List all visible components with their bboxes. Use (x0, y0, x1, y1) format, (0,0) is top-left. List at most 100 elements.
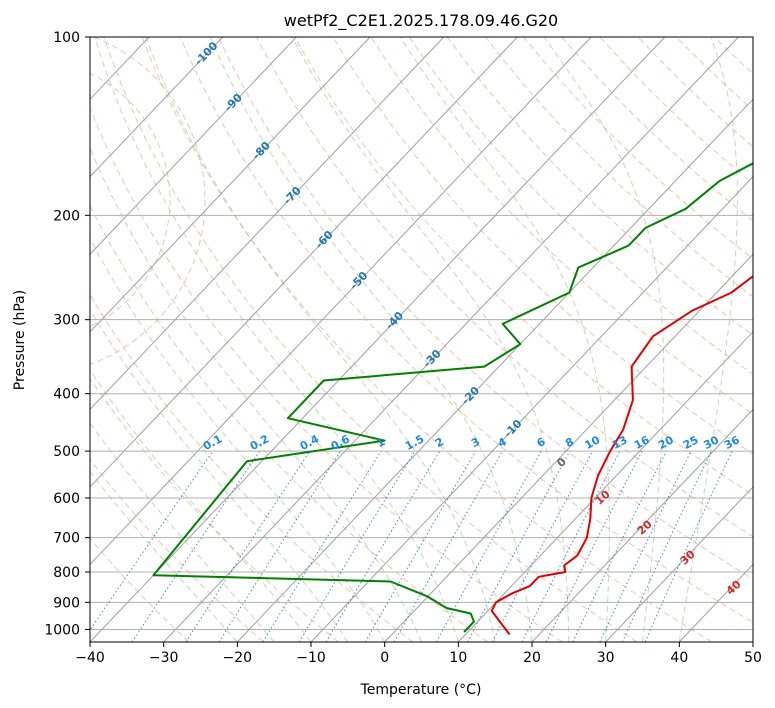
isotherm-line (0, 37, 2, 642)
mixing-ratio-line (545, 450, 643, 642)
isotherm-line (457, 331, 753, 642)
isotherm-line (90, 37, 518, 488)
isoline-labels: -100-90-80-70-60-50-40-30-20-100.1 0.2 0.4… (192, 39, 744, 598)
y-tick-label: 800 (53, 565, 80, 581)
isotherm-line (90, 37, 297, 256)
x-tick-label: 50 (744, 650, 762, 666)
moist-adiabat (543, 37, 665, 642)
y-tick-label: 300 (53, 313, 80, 329)
dry-adiabat (637, 37, 753, 148)
moist-adiabat (90, 470, 238, 642)
y-axis-label: Pressure (hPa) (12, 290, 28, 390)
profile-line-0 (490, 274, 753, 636)
isotherm-line (678, 563, 753, 642)
chart-title: wetPf2_C2E1.2025.178.09.46.G20 (284, 11, 558, 31)
isotherm-line (752, 641, 753, 642)
mixing-ratio-line (467, 450, 571, 642)
mixing-ratio-label: 20 (656, 433, 676, 452)
dry-adiabat (179, 37, 753, 623)
x-tick-label: −30 (149, 650, 179, 666)
x-axis-label: Temperature (°C) (360, 682, 482, 698)
background-lines (0, 37, 753, 642)
moist-adiabat (145, 37, 496, 642)
x-tick-label: 30 (597, 650, 615, 666)
dry-adiabat (408, 37, 753, 375)
dry-adiabat (90, 204, 488, 642)
mixing-ratio-line (599, 450, 692, 642)
mixing-ratio-line (325, 450, 441, 642)
dry-adiabat-label: 40 (724, 577, 744, 597)
isotherm-line (90, 37, 445, 411)
moist-adiabat (209, 37, 533, 642)
x-tick-label: 20 (523, 650, 541, 666)
x-tick-label: −20 (223, 650, 253, 666)
y-tick-label: 400 (53, 387, 80, 403)
mixing-ratio-label: 1 (374, 435, 387, 450)
mixing-ratio-line (262, 450, 382, 642)
isotherm-line (90, 37, 592, 566)
dry-adiabat (561, 37, 753, 222)
profile-lines (152, 162, 753, 636)
x-tick-label: 10 (449, 650, 467, 666)
hodograph-ring (90, 73, 171, 327)
mixing-ratio-line (90, 450, 214, 631)
moist-adiabat (94, 37, 459, 642)
mixing-ratio-label: 6 (535, 435, 548, 450)
dry-adiabat (90, 377, 339, 642)
dry-adiabat (752, 37, 753, 39)
y-tick-label: 700 (53, 531, 80, 547)
mixing-ratio-label: 25 (681, 433, 701, 452)
x-tick-label: −10 (296, 650, 326, 666)
mixing-ratio-label: 13 (610, 433, 630, 452)
dry-adiabat (90, 537, 190, 642)
y-tick-label: 900 (53, 595, 80, 611)
y-tick-label: 200 (53, 208, 80, 224)
mixing-ratio-label: 10 (583, 433, 603, 452)
profile-line-1 (152, 162, 753, 633)
y-tick-label: 500 (53, 444, 80, 460)
dry-adiabat (217, 37, 753, 580)
dry-adiabat-label: 0 (554, 455, 569, 470)
isotherm-line (90, 37, 224, 178)
moist-adiabat (90, 308, 349, 642)
mixing-ratio-label: 30 (701, 433, 721, 452)
mixing-ratio-label: 36 (722, 433, 742, 452)
dry-adiabat (141, 37, 712, 642)
moist-adiabat (90, 147, 422, 642)
mixing-ratio-label: 16 (632, 433, 652, 452)
dry-adiabat (523, 37, 753, 260)
mixing-ratio-label: 2 (433, 435, 446, 450)
hodograph-ring (90, 37, 206, 365)
isotherm-line (236, 98, 753, 642)
moist-adiabat (678, 37, 738, 642)
dry-adiabat (714, 37, 753, 75)
dry-adiabat (294, 37, 753, 496)
y-tick-label: 600 (53, 491, 80, 507)
mixing-ratio-line (393, 450, 503, 642)
mixing-ratio-line (131, 450, 261, 642)
mixing-ratio-line (185, 450, 311, 642)
isotherm-line (605, 486, 753, 642)
mixing-ratio-label: 0.1 (201, 432, 224, 453)
isotherm-line (384, 253, 753, 642)
x-tick-label: 0 (380, 650, 389, 666)
dry-adiabat-label: 10 (593, 487, 613, 507)
isotherm-line (310, 176, 753, 642)
isotherm-line (90, 37, 666, 642)
mixing-ratio-line (435, 450, 542, 642)
plot-frame (89, 36, 754, 643)
mixing-ratio-label: 1.5 (403, 432, 426, 453)
isotherm-line (90, 37, 371, 333)
dry-adiabat (370, 37, 753, 415)
dry-adiabat (485, 37, 753, 298)
moist-adiabat (90, 422, 275, 642)
isotherm-line (163, 37, 739, 642)
x-tick-label: 40 (670, 650, 688, 666)
moist-adiabat (90, 237, 386, 642)
moist-adiabat (291, 37, 570, 642)
dry-adiabat (446, 37, 753, 336)
axis-ticks: −40 −30 −20 −10 0 10 20 30 40 5010020030040050060… (44, 30, 762, 666)
dry-adiabat-label: 20 (635, 517, 655, 537)
